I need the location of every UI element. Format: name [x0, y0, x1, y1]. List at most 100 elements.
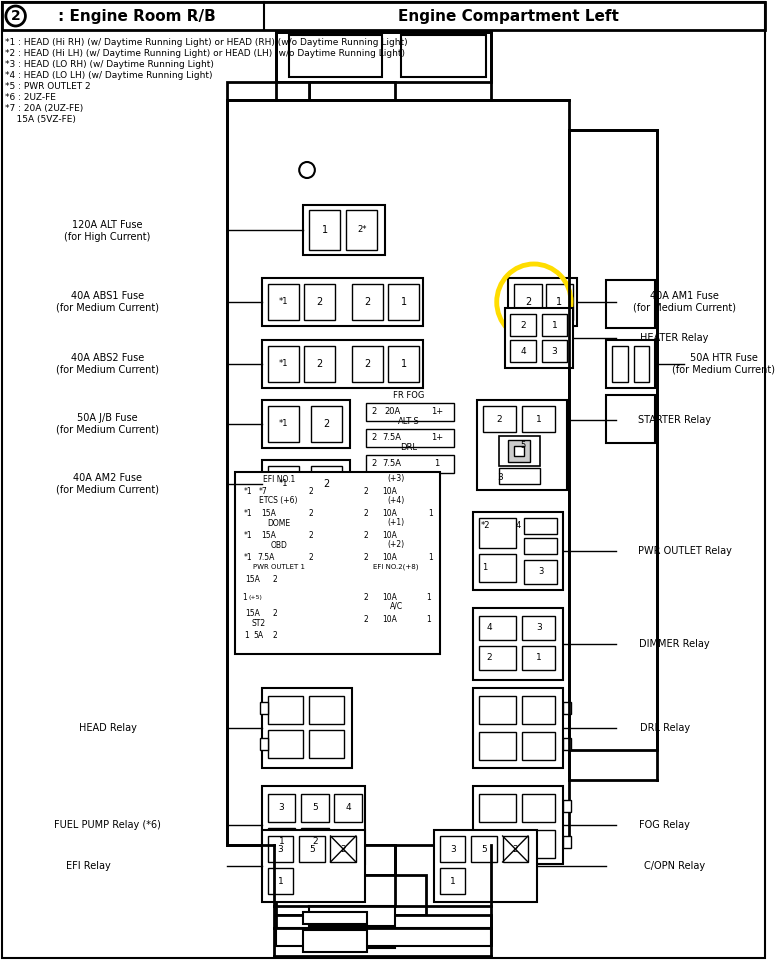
Text: *3 : HEAD (LO RH) (w/ Daytime Running Light): *3 : HEAD (LO RH) (w/ Daytime Running Li… [5, 60, 214, 69]
Text: 1: 1 [278, 876, 284, 885]
Text: 2: 2 [340, 845, 346, 853]
Text: (+4): (+4) [387, 496, 405, 506]
Text: 1: 1 [482, 564, 488, 572]
Bar [268, 730, 303, 758]
Text: *7: *7 [259, 488, 267, 496]
Bar [303, 205, 385, 255]
Bar [514, 446, 524, 456]
Text: 1: 1 [428, 554, 433, 563]
Bar [505, 308, 573, 368]
Text: 2: 2 [513, 845, 518, 853]
Bar [524, 518, 557, 534]
Text: 40A ABS1 Fuse: 40A ABS1 Fuse [71, 291, 144, 301]
Text: 3: 3 [497, 472, 503, 482]
Text: 2: 2 [312, 837, 318, 847]
Text: 1: 1 [536, 654, 542, 662]
Bar [260, 738, 268, 750]
Bar [309, 730, 344, 758]
Text: 50A HTR Fuse: 50A HTR Fuse [690, 353, 757, 363]
Bar [311, 466, 343, 502]
Text: 5: 5 [312, 804, 318, 812]
Bar [522, 830, 555, 858]
Text: 5: 5 [309, 845, 315, 853]
Text: 1+: 1+ [431, 434, 443, 443]
Bar [268, 868, 293, 894]
Text: STARTER Relay: STARTER Relay [638, 415, 711, 425]
Text: 1: 1 [434, 460, 440, 468]
Bar [268, 794, 296, 822]
Bar [509, 278, 577, 326]
Text: *2 : HEAD (Hi LH) (w/ Daytime Running Light) or HEAD (LH) (w/o Daytime Running L: *2 : HEAD (Hi LH) (w/ Daytime Running Li… [5, 49, 405, 58]
Text: (+3): (+3) [387, 474, 405, 484]
Text: *1: *1 [279, 479, 289, 489]
Text: 5A: 5A [253, 632, 263, 640]
Text: 2: 2 [521, 321, 526, 329]
Bar [262, 830, 365, 902]
Bar [474, 608, 563, 680]
Bar [503, 836, 528, 862]
Bar [276, 928, 491, 946]
Bar [606, 340, 655, 388]
Bar [510, 340, 535, 362]
Text: 1: 1 [244, 632, 249, 640]
Bar [479, 794, 517, 822]
Text: C/OPN Relay: C/OPN Relay [644, 861, 706, 871]
Text: 4: 4 [521, 347, 526, 355]
Bar [509, 440, 530, 462]
Text: 15A (5VZ-FE): 15A (5VZ-FE) [5, 115, 76, 124]
Bar [309, 928, 395, 948]
Bar [260, 702, 268, 714]
Bar [2, 2, 764, 30]
Bar [234, 472, 440, 654]
Bar [352, 346, 383, 382]
Bar [262, 400, 350, 448]
Bar [479, 646, 517, 670]
Text: 10A: 10A [382, 532, 397, 540]
Bar [268, 466, 299, 502]
Bar [477, 400, 567, 490]
Bar [499, 436, 539, 466]
Text: 2: 2 [324, 479, 330, 489]
Bar [522, 616, 555, 640]
Bar [471, 836, 497, 862]
Bar [401, 35, 486, 77]
Bar [262, 460, 350, 508]
Bar [238, 506, 319, 522]
Bar [299, 836, 325, 862]
Bar [434, 830, 537, 902]
Text: 2: 2 [317, 359, 323, 369]
Text: 10A: 10A [382, 554, 397, 563]
Text: 1: 1 [428, 510, 433, 518]
Text: *1 : HEAD (Hi RH) (w/ Daytime Running Light) or HEAD (RH) (w/o Daytime Running L: *1 : HEAD (Hi RH) (w/ Daytime Running Li… [5, 38, 408, 47]
Bar [356, 550, 436, 566]
Text: *1: *1 [279, 298, 289, 306]
Bar [276, 915, 491, 945]
Bar [356, 528, 436, 544]
Text: 15A: 15A [245, 610, 260, 618]
Text: 20A: 20A [384, 407, 400, 417]
Bar [262, 786, 365, 864]
Bar [331, 836, 356, 862]
Text: (for Medium Current): (for Medium Current) [672, 365, 775, 375]
Bar [474, 786, 563, 864]
Bar [522, 406, 555, 432]
Bar [262, 340, 423, 388]
Bar [268, 406, 299, 442]
Text: 50A J/B Fuse: 50A J/B Fuse [78, 413, 138, 423]
Text: 10A: 10A [382, 592, 397, 602]
Bar [479, 830, 517, 858]
Text: 10A: 10A [382, 614, 397, 623]
Text: 40A AM1 Fuse: 40A AM1 Fuse [650, 291, 719, 301]
Text: (for Medium Current): (for Medium Current) [56, 303, 159, 313]
Text: (for Medium Current): (for Medium Current) [56, 485, 159, 495]
Text: (for High Current): (for High Current) [64, 232, 151, 242]
Bar [276, 875, 426, 915]
Text: 1: 1 [401, 359, 407, 369]
Text: *1: *1 [244, 510, 252, 518]
Bar [365, 429, 454, 447]
Bar [479, 554, 517, 582]
Bar [542, 340, 567, 362]
Text: FOG Relay: FOG Relay [640, 820, 691, 830]
Text: *2: *2 [481, 521, 490, 531]
Text: ALT-S: ALT-S [397, 418, 419, 426]
